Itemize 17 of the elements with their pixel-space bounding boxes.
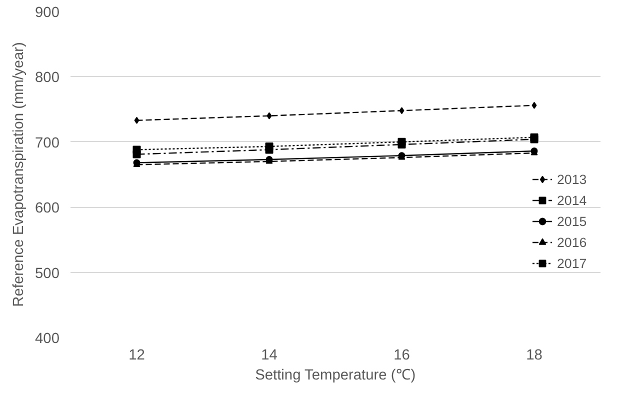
legend-label: 2017 xyxy=(557,256,587,270)
y-tick-label: 400 xyxy=(35,331,60,347)
x-tick-label: 14 xyxy=(261,348,278,364)
y-tick-label: 600 xyxy=(35,200,60,217)
y-axis-title: Reference Evapotranspiration (mm/year) xyxy=(11,42,28,307)
x-tick-label: 16 xyxy=(394,348,410,364)
legend-label: 2015 xyxy=(557,214,587,228)
legend-label: 2014 xyxy=(557,192,587,208)
legend-label: 2016 xyxy=(557,234,587,250)
y-tick-label: 500 xyxy=(35,266,60,282)
x-axis-title: Setting Temperature (℃) xyxy=(255,368,416,384)
x-tick-label: 12 xyxy=(128,348,145,364)
y-tick-label: 800 xyxy=(35,70,60,86)
x-tick-label: 18 xyxy=(526,348,542,364)
y-tick-label: 700 xyxy=(35,135,60,152)
y-tick-label: 900 xyxy=(35,5,60,21)
legend-label: 2013 xyxy=(557,172,587,186)
